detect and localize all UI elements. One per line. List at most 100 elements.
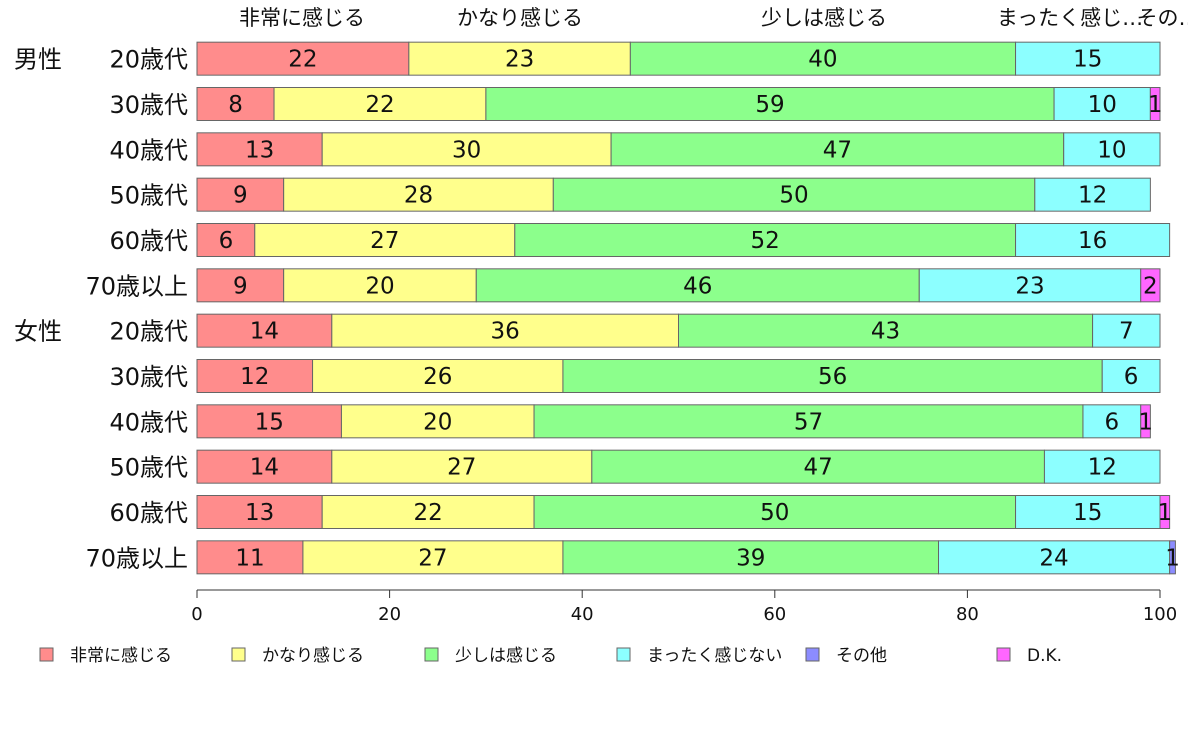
bar-segment xyxy=(1015,223,1171,257)
bar-segment xyxy=(196,87,275,121)
legend-label: D.K. xyxy=(1027,646,1062,666)
category-label: 20歳代 xyxy=(109,46,188,74)
data-label: 15 xyxy=(255,409,284,435)
x-tick-label: 40 xyxy=(571,604,594,625)
data-label: 20 xyxy=(365,273,394,299)
legend-swatch xyxy=(424,647,439,662)
category-label: 70歳以上 xyxy=(85,544,188,572)
data-label: 52 xyxy=(751,228,780,254)
data-label: 13 xyxy=(245,137,274,163)
bar-segment xyxy=(196,404,342,439)
data-label: 9 xyxy=(233,273,248,299)
bar-segment xyxy=(610,132,1065,167)
data-label: 28 xyxy=(404,183,433,209)
x-tick-label: 100 xyxy=(1143,604,1177,625)
data-label: 56 xyxy=(818,364,847,390)
top-series-label: 非常に感じる xyxy=(239,6,365,30)
category-label: 30歳代 xyxy=(109,91,188,119)
category-label: 50歳代 xyxy=(109,454,188,482)
data-label: 10 xyxy=(1097,137,1126,163)
category-label: 40歳代 xyxy=(109,408,188,436)
data-label: 27 xyxy=(418,545,447,571)
legend-swatch xyxy=(805,647,820,662)
data-label: 12 xyxy=(240,364,269,390)
bar-segment xyxy=(196,313,333,348)
data-label: 22 xyxy=(413,500,442,526)
data-label: 1 xyxy=(1165,545,1180,571)
data-label: 50 xyxy=(760,500,789,526)
bar-segment xyxy=(196,495,323,529)
data-label: 2 xyxy=(1143,273,1158,299)
bar-segment xyxy=(1101,359,1161,393)
bar-segment xyxy=(196,177,285,212)
bar-segment xyxy=(1092,313,1161,348)
legend-swatch xyxy=(996,647,1011,662)
bar-segment xyxy=(533,404,1084,439)
data-label: 8 xyxy=(228,92,243,118)
bar-segment xyxy=(331,449,593,484)
bar-segment xyxy=(533,495,1017,529)
data-label: 27 xyxy=(447,455,476,481)
data-label: 50 xyxy=(779,183,808,209)
bar-segment xyxy=(1140,268,1161,303)
data-label: 14 xyxy=(250,319,279,345)
bar-segment xyxy=(1169,540,1176,575)
data-label: 23 xyxy=(505,47,534,73)
bar-segment xyxy=(283,268,477,303)
data-label: 40 xyxy=(808,47,837,73)
top-series-label: まったく感じ… xyxy=(997,6,1143,30)
bar-segment xyxy=(302,540,564,575)
data-label: 15 xyxy=(1073,47,1102,73)
data-label: 9 xyxy=(233,183,248,209)
data-label: 11 xyxy=(235,545,264,571)
group-label: 女性 xyxy=(14,318,62,346)
data-label: 23 xyxy=(1015,273,1044,299)
legend-label: かなり感じる xyxy=(262,646,364,666)
data-label: 26 xyxy=(423,364,452,390)
legend-label: その他 xyxy=(836,646,887,666)
data-label: 47 xyxy=(823,137,852,163)
data-label: 24 xyxy=(1039,545,1068,571)
data-label: 46 xyxy=(683,273,712,299)
bar-segment xyxy=(629,41,1017,76)
bar-segment xyxy=(938,540,1171,575)
bar-segment xyxy=(1063,132,1161,167)
bar-segment xyxy=(591,449,1045,484)
data-label: 22 xyxy=(365,92,394,118)
bar-segment xyxy=(254,223,516,257)
data-label: 6 xyxy=(1105,409,1120,435)
bar-segment xyxy=(1053,87,1151,121)
bar-segment xyxy=(1043,449,1161,484)
bar-segment xyxy=(485,87,1055,121)
legend-swatch xyxy=(231,647,246,662)
data-label: 59 xyxy=(755,92,784,118)
category-label: 60歳代 xyxy=(109,227,188,255)
bar-segment xyxy=(562,540,940,575)
x-tick-label: 60 xyxy=(763,604,786,625)
bar-segment xyxy=(678,313,1094,348)
data-label: 39 xyxy=(736,545,765,571)
bar-segment xyxy=(1015,495,1161,529)
data-label: 20 xyxy=(423,409,452,435)
data-label: 7 xyxy=(1119,319,1134,345)
bar-segment xyxy=(408,41,631,76)
x-tick-label: 0 xyxy=(191,604,202,625)
bar-segment xyxy=(196,132,323,167)
data-label: 1 xyxy=(1157,500,1172,526)
bar-segment xyxy=(283,177,554,212)
data-label: 12 xyxy=(1088,455,1117,481)
bar-segment xyxy=(552,177,1036,212)
x-tick-label: 80 xyxy=(956,604,979,625)
data-label: 30 xyxy=(452,137,481,163)
category-label: 40歳代 xyxy=(109,136,188,164)
bar-segment xyxy=(196,359,314,393)
data-label: 10 xyxy=(1088,92,1117,118)
data-label: 27 xyxy=(370,228,399,254)
data-label: 12 xyxy=(1078,183,1107,209)
legend-label: まったく感じない xyxy=(647,646,782,666)
bar-segment xyxy=(196,41,410,76)
bar-segment xyxy=(918,268,1142,303)
bar-segment xyxy=(1149,87,1161,121)
data-label: 1 xyxy=(1138,409,1153,435)
